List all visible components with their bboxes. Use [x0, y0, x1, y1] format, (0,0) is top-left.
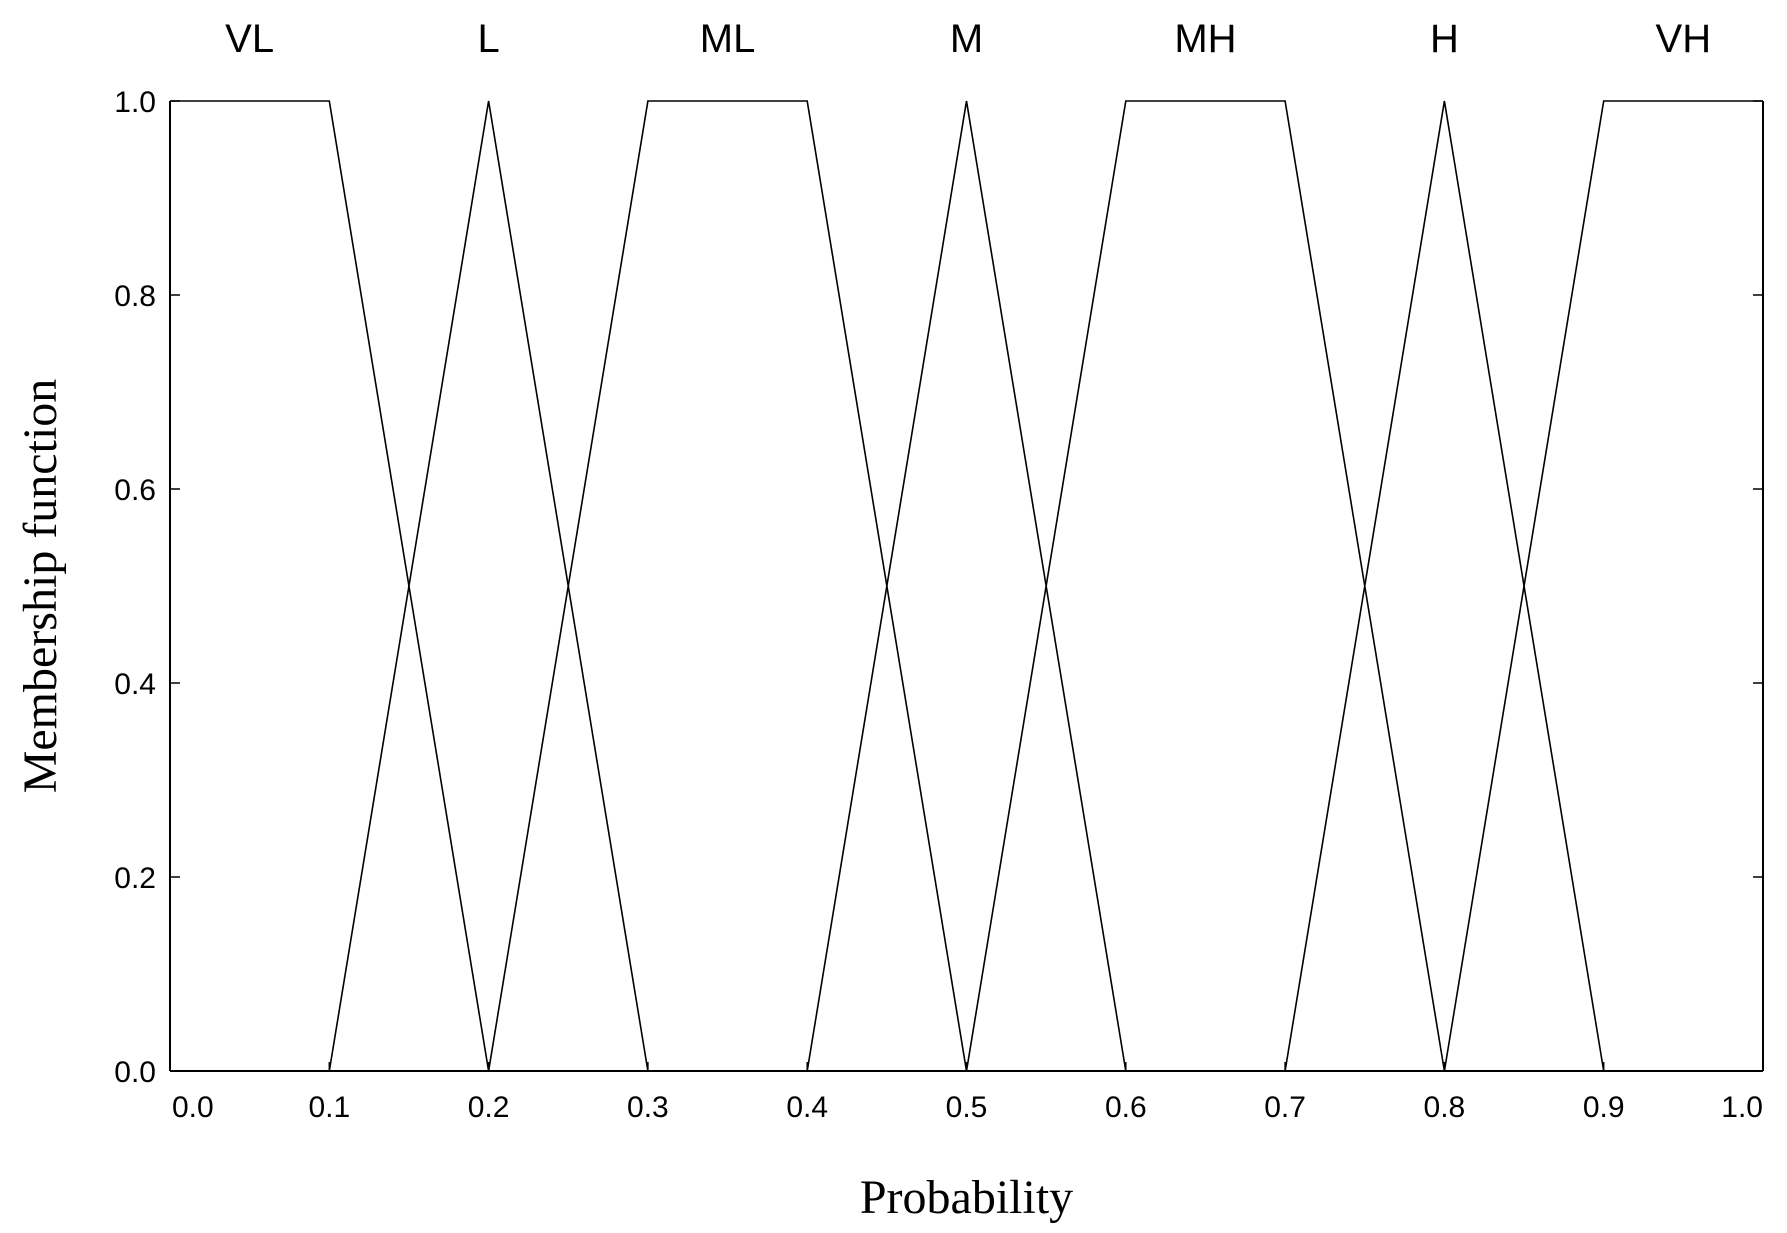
x-tick-label: 1.0 — [1721, 1091, 1763, 1124]
y-tick-label: 0.6 — [114, 474, 156, 507]
x-tick-label: 0.0 — [172, 1091, 214, 1124]
y-tick-label: 0.4 — [114, 668, 156, 701]
x-tick-label: 0.3 — [627, 1091, 669, 1124]
y-tick-label: 0.0 — [114, 1056, 156, 1089]
series-label-h: H — [1430, 17, 1459, 61]
x-tick-label: 0.8 — [1424, 1091, 1466, 1124]
x-tick-label: 0.7 — [1264, 1091, 1306, 1124]
series-line-l — [328, 100, 649, 1072]
series-label-vh: VH — [1656, 17, 1712, 61]
series-lines — [170, 100, 1763, 1072]
y-axis-title: Membership function — [14, 379, 67, 794]
x-axis-title: Probability — [860, 1171, 1073, 1224]
axes: 0.0 0.1 0.2 0.3 0.4 0.5 0.6 0.7 0.8 0.9 1.0 0.0 0.2 0… — [114, 86, 1764, 1124]
series-label-l: L — [477, 17, 499, 61]
y-tick-label: 1.0 — [114, 86, 156, 119]
series-line-vl — [170, 100, 490, 1072]
x-tick-label: 0.2 — [468, 1091, 510, 1124]
x-tick-label: 0.1 — [308, 1091, 350, 1124]
series-line-ml — [487, 100, 968, 1072]
x-tick-label: 0.4 — [786, 1091, 828, 1124]
x-tick-label: 0.5 — [946, 1091, 988, 1124]
y-tick-label: 0.2 — [114, 862, 156, 895]
series-label-mh: MH — [1174, 17, 1236, 61]
series-line-m — [806, 100, 1127, 1072]
x-tick-label: 0.6 — [1105, 1091, 1147, 1124]
series-line-h — [1284, 100, 1605, 1072]
x-tick-label: 0.9 — [1583, 1091, 1625, 1124]
y-tick-label: 0.8 — [114, 280, 156, 313]
series-labels: VL L ML M MH H VH — [225, 17, 1711, 61]
series-line-mh — [965, 100, 1446, 1072]
series-label-m: M — [950, 17, 983, 61]
series-line-vh — [1443, 100, 1763, 1072]
series-label-vl: VL — [225, 17, 274, 61]
series-label-ml: ML — [700, 17, 756, 61]
